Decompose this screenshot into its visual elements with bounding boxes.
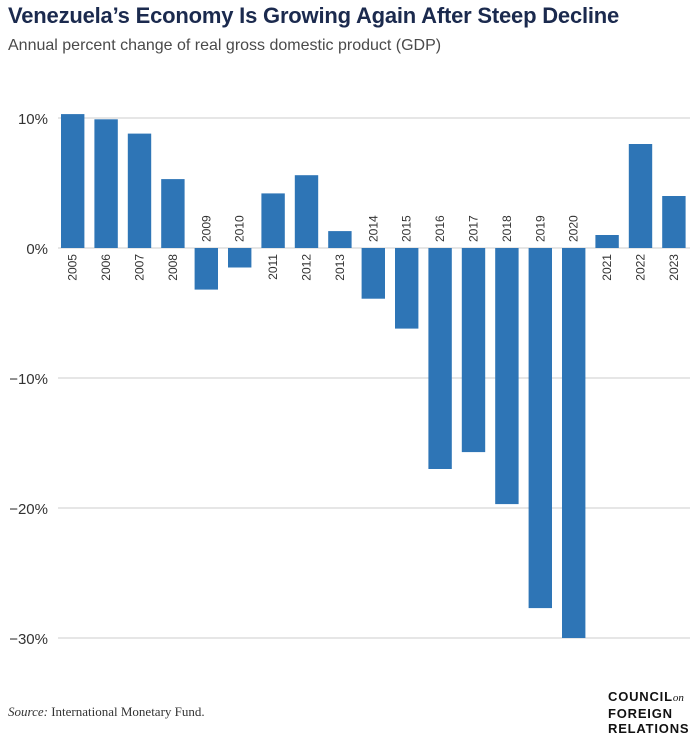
y-tick-label: −20% [9, 501, 48, 518]
x-tick-label: 2013 [333, 254, 347, 281]
x-tick-label: 2019 [533, 215, 547, 242]
bar [428, 248, 452, 469]
logo-line-council: COUNCILon [608, 689, 684, 704]
bar [194, 248, 218, 290]
source-text: International Monetary Fund. [47, 704, 205, 719]
bar [261, 193, 285, 248]
bar [294, 175, 319, 248]
y-tick-label: −30% [9, 631, 48, 648]
x-tick-label: 2012 [300, 254, 314, 281]
x-tick-label: 2023 [667, 254, 681, 281]
x-tick-label: 2005 [66, 254, 80, 281]
x-tick-label: 2010 [233, 215, 247, 242]
y-axis-ticks: 10% 0% −10% −20% −30% [9, 111, 48, 648]
bar [61, 114, 85, 248]
x-tick-label: 2007 [133, 254, 147, 281]
bar [361, 248, 385, 299]
bar [495, 248, 519, 505]
bar [127, 133, 152, 248]
y-tick-label: 0% [26, 241, 48, 258]
bar [528, 248, 552, 609]
chart-title: Venezuela’s Economy Is Growing Again Aft… [8, 3, 620, 28]
source-label: Source: [8, 704, 48, 719]
bar [228, 248, 252, 268]
x-tick-label: 2006 [99, 254, 113, 281]
x-tick-label: 2018 [500, 215, 514, 242]
bars [61, 114, 686, 638]
bar [328, 231, 352, 248]
bar [395, 248, 419, 329]
x-tick-label: 2014 [366, 215, 380, 242]
x-tick-label: 2016 [433, 215, 447, 242]
x-tick-label: 2017 [467, 215, 481, 242]
bar [595, 235, 619, 248]
x-tick-label: 2022 [634, 254, 648, 281]
bar [94, 119, 118, 248]
logo-line-relations: RELATIONS [608, 721, 690, 736]
bar [461, 248, 486, 453]
x-tick-label: 2008 [166, 254, 180, 281]
bar [161, 179, 185, 248]
y-tick-label: 10% [18, 111, 48, 128]
cfr-logo: COUNCILon FOREIGN RELATIONS [608, 689, 689, 736]
x-tick-label: 2009 [199, 215, 213, 242]
bar [662, 196, 686, 248]
x-tick-label: 2015 [400, 215, 414, 242]
gridlines [58, 117, 690, 639]
bar [562, 248, 586, 638]
chart-subtitle: Annual percent change of real gross dome… [8, 37, 442, 54]
source-note: Source: International Monetary Fund. [8, 704, 205, 720]
x-tick-label: 2020 [567, 215, 581, 242]
y-tick-label: −10% [9, 371, 48, 388]
x-tick-label: 2021 [600, 254, 614, 281]
x-tick-label: 2011 [266, 254, 280, 280]
bar [628, 144, 653, 248]
logo-line-foreign: FOREIGN [608, 706, 673, 721]
x-axis-labels: 2005 2006 2007 2008 2009 2010 2011 2012 2013 2014… [66, 215, 681, 281]
